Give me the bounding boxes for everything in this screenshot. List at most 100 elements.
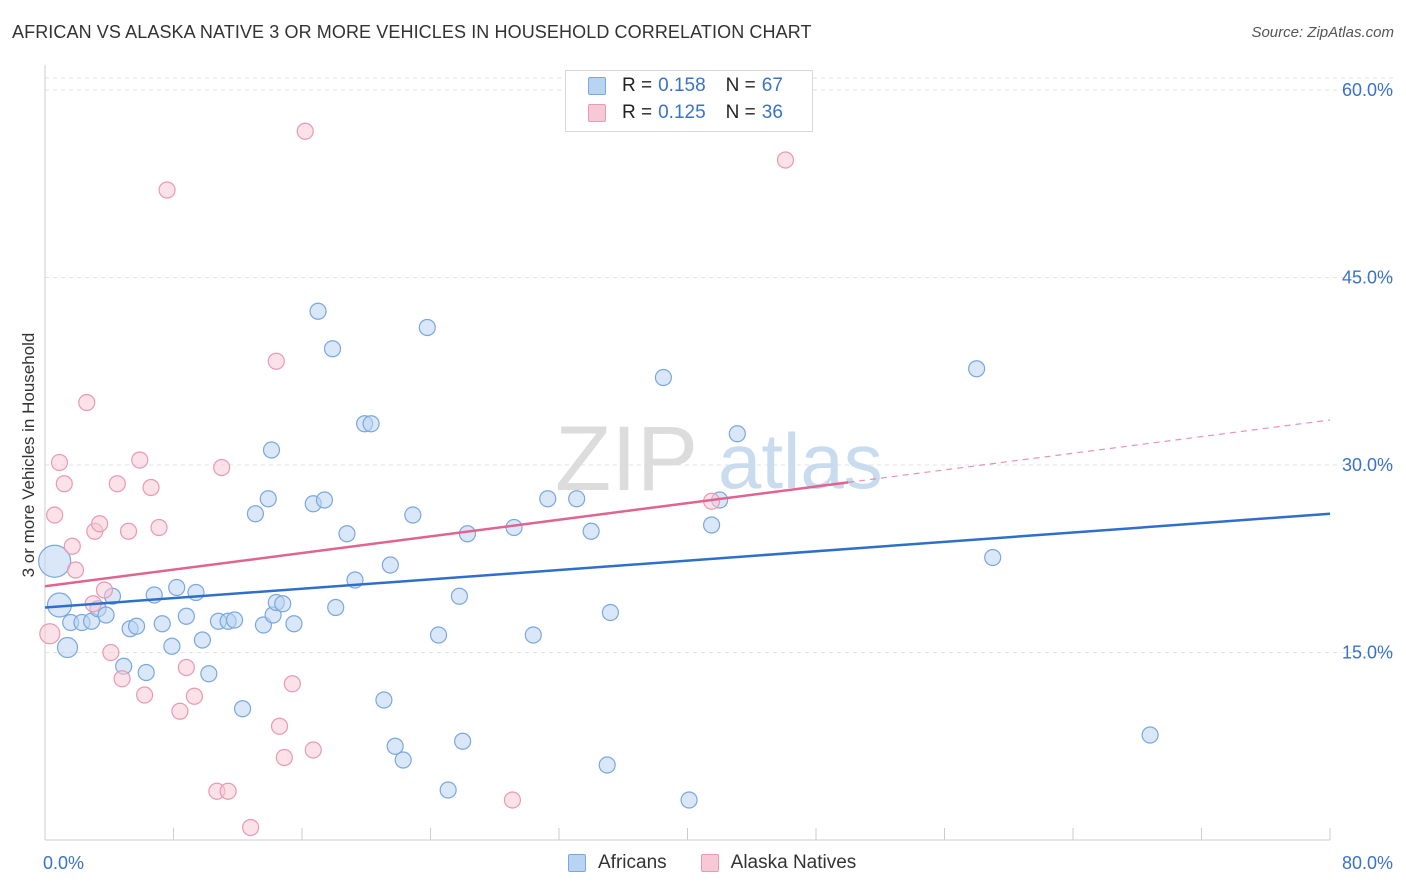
africans-point: [200, 665, 218, 683]
africans-point: [127, 617, 146, 635]
africans-point: [97, 606, 115, 624]
africans-point: [601, 603, 620, 622]
alaska-point: [131, 451, 149, 469]
alaska-point: [119, 522, 138, 540]
alaska-point: [185, 687, 203, 705]
africans-point: [153, 615, 171, 633]
africans-point: [968, 360, 986, 378]
africans-point: [439, 781, 457, 799]
alaska-legend-swatch: [700, 854, 719, 872]
alaska-point: [39, 623, 61, 645]
legend-item-africans: Africans: [568, 852, 667, 874]
africans-point: [338, 525, 356, 543]
alaska-point: [135, 686, 154, 704]
africans-point: [458, 525, 477, 543]
alaska-point: [270, 717, 289, 735]
africans-trend-line: [44, 512, 1331, 609]
alaska-point: [66, 561, 85, 579]
x-tick-label-min: 0.0%: [43, 853, 84, 873]
africans-point: [323, 340, 342, 358]
alaska-trend-line-extension: [848, 419, 1331, 483]
legend-row-africans: R = 0.158 N = 67: [588, 73, 783, 99]
africans-point: [168, 578, 186, 597]
alaska-legend-label: Alaska Natives: [730, 852, 857, 873]
alaska-point: [213, 458, 231, 477]
africans-point: [285, 615, 303, 633]
y-axis-title: 3 or more Vehicles in Household: [19, 333, 38, 578]
alaska-point: [102, 643, 120, 662]
alaska-point: [219, 782, 237, 800]
alaska-point: [142, 478, 160, 497]
africans-point: [177, 607, 195, 625]
alaska-point: [267, 352, 285, 370]
alaska-point: [177, 658, 195, 677]
africans-point: [598, 756, 616, 774]
chart-title: AFRICAN VS ALASKA NATIVE 3 OR MORE VEHIC…: [12, 22, 812, 42]
alaska-trend-line: [44, 481, 849, 588]
gridlines: [45, 77, 1395, 653]
africans-swatch: [588, 77, 606, 95]
legend-row-alaska: R = 0.125 N = 36: [588, 100, 783, 126]
alaska-points: [39, 122, 795, 837]
africans-legend-label: Africans: [598, 852, 667, 873]
legend-item-alaska: Alaska Natives: [700, 852, 857, 874]
alaska-point: [242, 818, 260, 837]
africans-point: [315, 491, 334, 509]
africans-point: [524, 626, 542, 644]
y-tick-label: 60.0%: [1342, 80, 1393, 100]
alaska-point: [171, 702, 189, 720]
alaska-point: [95, 581, 114, 599]
alaska-point: [91, 515, 109, 533]
alaska-point: [50, 453, 69, 472]
alaska-n-value: 36: [761, 102, 783, 123]
africans-point: [381, 556, 399, 574]
africans-point: [137, 663, 155, 682]
alaska-point: [63, 537, 81, 555]
africans-point: [702, 516, 721, 534]
africans-point: [539, 490, 557, 508]
alaska-point: [108, 475, 126, 493]
y-tick-label: 30.0%: [1342, 455, 1393, 475]
africans-point: [984, 548, 1002, 567]
africans-point: [394, 751, 412, 769]
africans-r-value: 0.158: [658, 75, 706, 96]
africans-point: [582, 522, 600, 540]
alaska-point: [158, 181, 176, 199]
y-tick-label: 15.0%: [1342, 643, 1393, 663]
africans-legend-swatch: [568, 854, 586, 872]
alaska-n-label: N =: [725, 102, 756, 123]
africans-point: [274, 595, 292, 613]
axes: [44, 65, 1331, 841]
africans-points: [38, 302, 1159, 809]
alaska-point: [46, 506, 64, 524]
alaska-point: [275, 748, 293, 767]
alaska-point: [113, 670, 131, 688]
alaska-point: [55, 475, 73, 493]
africans-point: [38, 544, 72, 578]
africans-point: [386, 737, 404, 755]
africans-point: [429, 626, 448, 644]
africans-point: [309, 302, 327, 320]
alaska-swatch: [588, 104, 606, 122]
africans-point: [568, 490, 586, 508]
africans-point: [362, 415, 380, 433]
africans-point: [259, 490, 277, 508]
africans-point: [1141, 726, 1159, 744]
stats-legend: R = 0.158 N = 67 R = 0.125 N = 36: [565, 70, 813, 132]
africans-point: [225, 611, 244, 629]
africans-point: [680, 791, 698, 809]
africans-point: [404, 506, 422, 524]
africans-point: [450, 587, 469, 605]
axis-labels: 15.0% 30.0% 45.0% 60.0% 0.0% 80.0% 3 or more V…: [19, 80, 1393, 873]
africans-point: [375, 691, 393, 709]
africans-n-label: N =: [725, 75, 756, 96]
alaska-point: [283, 675, 301, 693]
alaska-point: [503, 791, 522, 809]
africans-point: [193, 631, 212, 649]
alaska-point: [150, 518, 168, 537]
alaska-point: [304, 741, 322, 759]
x-tick-label-max: 80.0%: [1342, 853, 1393, 873]
africans-point: [327, 598, 345, 617]
africans-r-label: R =: [622, 75, 653, 96]
